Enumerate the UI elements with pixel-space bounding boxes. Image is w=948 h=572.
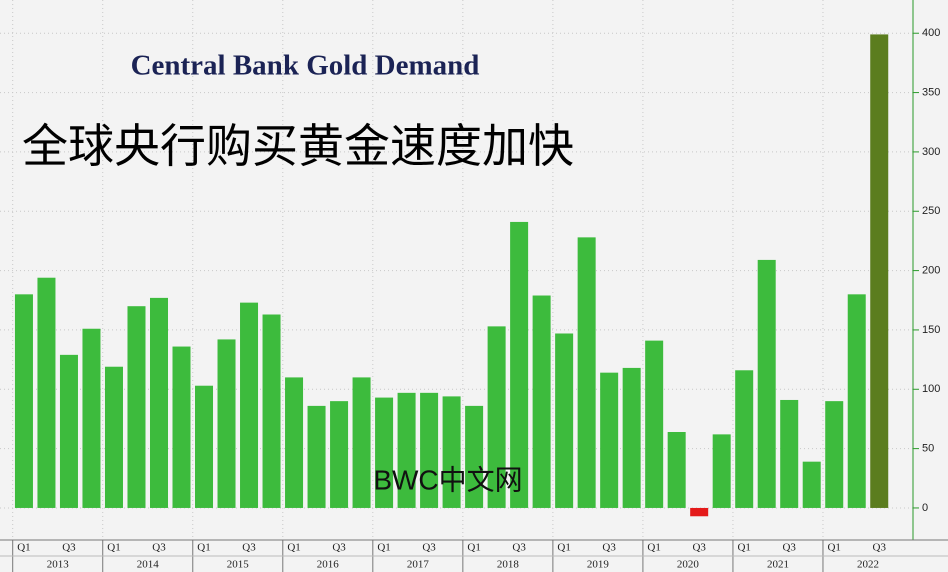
x-tick-label: Q3 — [152, 542, 166, 554]
year-label: 2018 — [497, 559, 520, 571]
x-tick-label: Q1 — [737, 542, 750, 554]
bar — [577, 237, 596, 508]
x-tick-label: Q3 — [602, 542, 616, 554]
x-tick-label: Q1 — [377, 542, 390, 554]
bar — [465, 405, 484, 508]
x-tick-label: Q1 — [647, 542, 660, 554]
bar — [645, 340, 664, 508]
bar — [37, 277, 56, 508]
y-tick-label: 100 — [922, 383, 940, 395]
bar — [487, 326, 506, 508]
bar — [82, 328, 101, 508]
chart-subtitle: 全球央行购买黄金速度加快 — [22, 120, 574, 172]
bar — [285, 377, 304, 508]
year-label: 2013 — [47, 559, 70, 571]
y-tick-label: 350 — [922, 86, 940, 98]
bar — [262, 314, 281, 508]
bar — [532, 295, 551, 508]
bar — [307, 405, 326, 508]
y-tick-label: 50 — [922, 443, 934, 455]
year-label: 2019 — [587, 559, 610, 571]
bar — [59, 354, 78, 508]
year-label: 2022 — [857, 559, 879, 571]
bar — [735, 370, 754, 508]
bar — [667, 432, 686, 508]
bar — [330, 401, 349, 508]
x-tick-label: Q3 — [512, 542, 526, 554]
bar — [622, 367, 641, 508]
bar — [397, 392, 416, 508]
y-tick-label: 300 — [922, 146, 940, 158]
bar — [240, 302, 259, 508]
x-tick-label: Q3 — [422, 542, 436, 554]
y-tick-label: 0 — [922, 502, 928, 514]
y-tick-label: 150 — [922, 324, 940, 336]
bar — [757, 259, 776, 508]
x-tick-label: Q1 — [17, 542, 30, 554]
x-tick-label: Q1 — [287, 542, 300, 554]
bar — [690, 507, 709, 517]
bar — [172, 346, 191, 508]
year-label: 2021 — [767, 559, 789, 571]
x-tick-label: Q1 — [557, 542, 570, 554]
bar — [802, 461, 821, 508]
bar — [352, 377, 371, 508]
bar — [555, 333, 574, 508]
x-tick-label: Q3 — [332, 542, 346, 554]
x-tick-label: Q3 — [782, 542, 796, 554]
bar — [600, 372, 619, 508]
bar — [712, 434, 731, 508]
y-tick-label: 200 — [922, 264, 940, 276]
x-tick-label: Q1 — [197, 542, 210, 554]
bar — [442, 396, 461, 508]
x-tick-label: Q1 — [107, 542, 120, 554]
bar — [375, 397, 394, 508]
year-label: 2017 — [407, 559, 430, 571]
year-label: 2014 — [137, 559, 160, 571]
x-tick-label: Q1 — [827, 542, 840, 554]
bar — [420, 392, 439, 508]
bar — [217, 339, 236, 508]
watermark: BWC中文网 — [373, 464, 522, 495]
year-label: 2016 — [317, 559, 340, 571]
y-tick-label: 250 — [922, 205, 940, 217]
bar — [847, 294, 866, 508]
x-tick-label: Q1 — [467, 542, 480, 554]
year-label: 2015 — [227, 559, 250, 571]
x-tick-label: Q3 — [62, 542, 76, 554]
bar — [127, 306, 146, 508]
bar — [104, 366, 123, 508]
bar — [825, 401, 844, 508]
bar — [870, 34, 889, 508]
chart-title: Central Bank Gold Demand — [131, 50, 480, 82]
bar — [149, 297, 169, 508]
bar — [780, 399, 799, 508]
bar — [195, 385, 214, 508]
y-tick-label: 400 — [922, 27, 940, 39]
x-tick-label: Q3 — [242, 542, 256, 554]
x-tick-label: Q3 — [692, 542, 706, 554]
bar — [510, 221, 529, 508]
bar — [14, 294, 33, 508]
x-tick-label: Q3 — [873, 542, 887, 554]
year-label: 2020 — [677, 559, 700, 571]
